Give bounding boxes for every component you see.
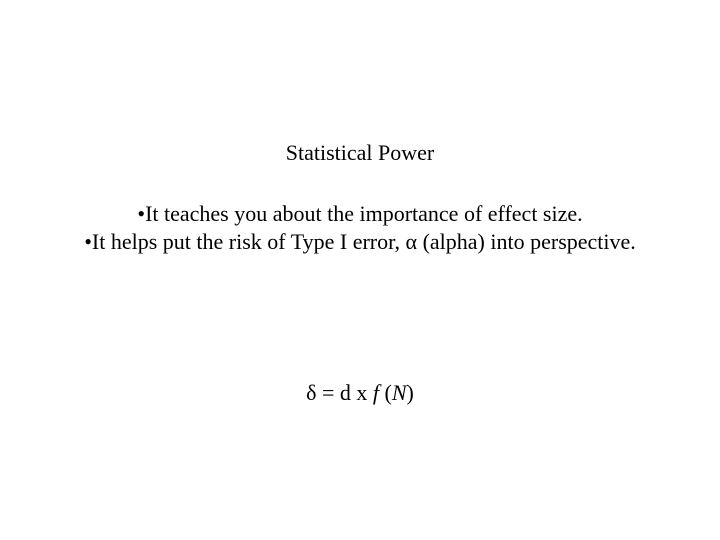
formula-N: N xyxy=(392,380,407,405)
bullet-marker: • xyxy=(137,201,145,226)
formula-times: x xyxy=(351,380,373,405)
slide-title: Statistical Power xyxy=(0,140,720,166)
slide: Statistical Power •It teaches you about … xyxy=(0,0,720,540)
formula-d: d xyxy=(340,380,351,405)
bullet-line-1: •It teaches you about the importance of … xyxy=(0,200,720,228)
bullet-list: •It teaches you about the importance of … xyxy=(0,200,720,255)
formula: δ = d x f (N) xyxy=(0,380,720,406)
bullet-marker: • xyxy=(84,229,92,254)
formula-delta: δ xyxy=(306,380,316,405)
formula-equals: = xyxy=(316,380,339,405)
bullet-text-2: It helps put the risk of Type I error, α… xyxy=(92,229,636,254)
bullet-text-1: It teaches you about the importance of e… xyxy=(145,201,583,226)
formula-open-paren: ( xyxy=(379,380,392,405)
bullet-line-2: •It helps put the risk of Type I error, … xyxy=(0,228,720,256)
title-text: Statistical Power xyxy=(286,140,434,165)
formula-close-paren: ) xyxy=(407,380,414,405)
